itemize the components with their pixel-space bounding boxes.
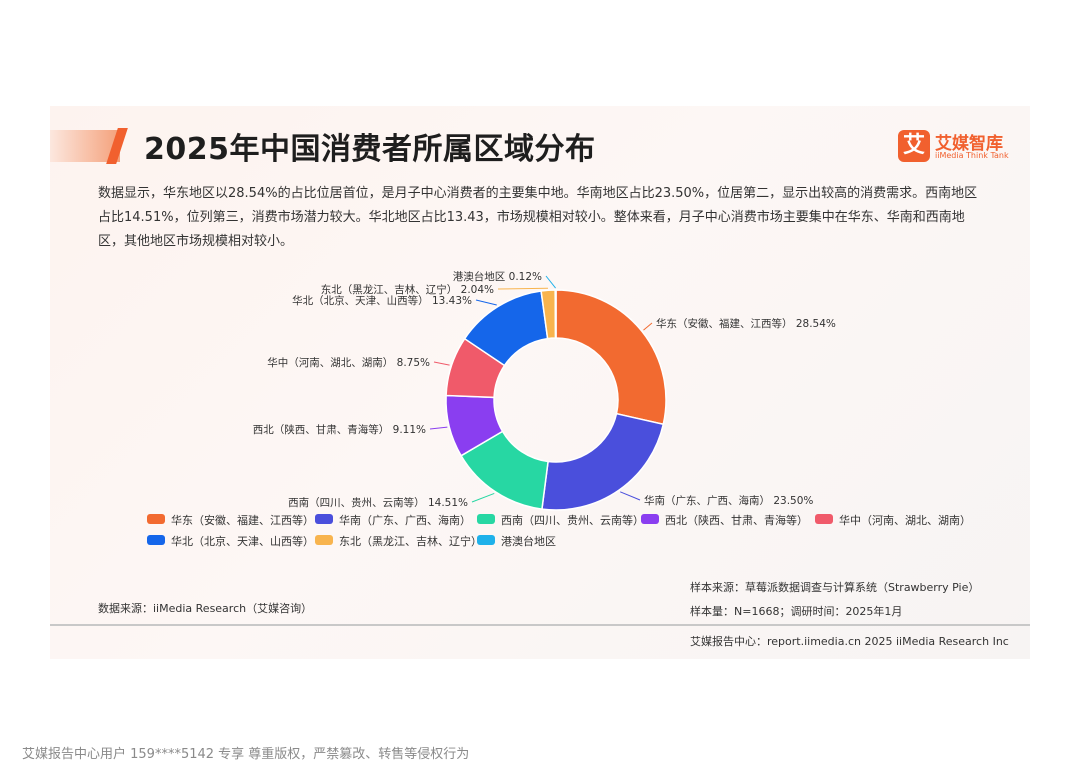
slice-data-label: 华北（北京、天津、山西等） 13.43% xyxy=(292,294,472,307)
copyright-watermark: 艾媒报告中心用户 159****5142 专享 尊重版权，严禁篡改、转售等侵权行… xyxy=(22,747,470,762)
slice-data-label: 东北（黑龙江、吉林、辽宁） 2.04% xyxy=(321,283,494,296)
legend-swatch xyxy=(315,514,333,524)
sample-info: 样本来源：草莓派数据调查与计算系统（Strawberry Pie） 样本量：N=… xyxy=(690,576,979,624)
chart-description: 数据显示，华东地区以28.54%的占比位居首位，是月子中心消费者的主要集中地。华… xyxy=(98,186,978,249)
legend-swatch xyxy=(815,514,833,524)
legend-swatch xyxy=(641,514,659,524)
legend-swatch xyxy=(147,514,165,524)
report-card: 2025年中国消费者所属区域分布 艾 艾媒智库 iiMedia Think Ta… xyxy=(50,106,1030,659)
legend-swatch xyxy=(315,535,333,545)
legend-label: 华东（安徽、福建、江西等） xyxy=(171,514,314,527)
sample-source: 样本来源：草莓派数据调查与计算系统（Strawberry Pie） xyxy=(690,581,980,594)
legend-label: 东北（黑龙江、吉林、辽宁） xyxy=(339,535,482,548)
legend-label: 华中（河南、湖北、湖南） xyxy=(839,514,971,527)
logo-mark-icon: 艾 xyxy=(898,130,930,162)
leader-line xyxy=(475,299,497,306)
leader-line xyxy=(545,275,556,289)
legend-swatch xyxy=(477,535,495,545)
report-center-link[interactable]: 艾媒报告中心：report.iimedia.cn 2025 iiMedia Re… xyxy=(690,635,1009,648)
leader-line xyxy=(429,426,448,430)
footer-divider xyxy=(50,624,1030,626)
legend-swatch xyxy=(477,514,495,524)
leader-line xyxy=(619,491,641,501)
legend-label: 华南（广东、广西、海南） xyxy=(339,514,471,527)
slice-data-label: 华南（广东、广西、海南） 23.50% xyxy=(644,494,813,507)
slice-data-label: 华中（河南、湖北、湖南） 8.75% xyxy=(267,356,430,369)
legend-label: 华北（北京、天津、山西等） xyxy=(171,535,314,548)
slice-data-label: 港澳台地区 0.12% xyxy=(453,270,542,283)
legend-label: 港澳台地区 xyxy=(501,535,556,548)
legend-swatch xyxy=(147,535,165,545)
slice-data-label: 西南（四川、贵州、云南等） 14.51% xyxy=(288,496,468,509)
donut-slice xyxy=(555,289,667,426)
slice-data-label: 西北（陕西、甘肃、青海等） 9.11% xyxy=(253,423,426,436)
leader-line xyxy=(643,322,653,331)
sample-size: 样本量：N=1668；调研时间：2025年1月 xyxy=(690,605,903,618)
legend-label: 西南（四川、贵州、云南等） xyxy=(501,514,644,527)
logo-subtitle: iiMedia Think Tank xyxy=(935,151,1009,160)
logo-name: 艾媒智库 xyxy=(935,134,1003,154)
data-source: 数据来源：iiMedia Research（艾媒咨询） xyxy=(98,602,313,615)
donut-chart: 华东（安徽、福建、江西等） 28.54% 华南（广东、广西、海南） 23.50% 西… xyxy=(253,270,836,511)
leader-line xyxy=(497,287,548,290)
donut-slice xyxy=(554,289,557,339)
donut-slice xyxy=(541,412,665,511)
page-title: 2025年中国消费者所属区域分布 xyxy=(144,132,596,167)
leader-line xyxy=(433,361,450,366)
legend-label: 西北（陕西、甘肃、青海等） xyxy=(665,514,808,527)
leader-line xyxy=(471,492,495,503)
slice-data-label: 华东（安徽、福建、江西等） 28.54% xyxy=(656,317,836,330)
